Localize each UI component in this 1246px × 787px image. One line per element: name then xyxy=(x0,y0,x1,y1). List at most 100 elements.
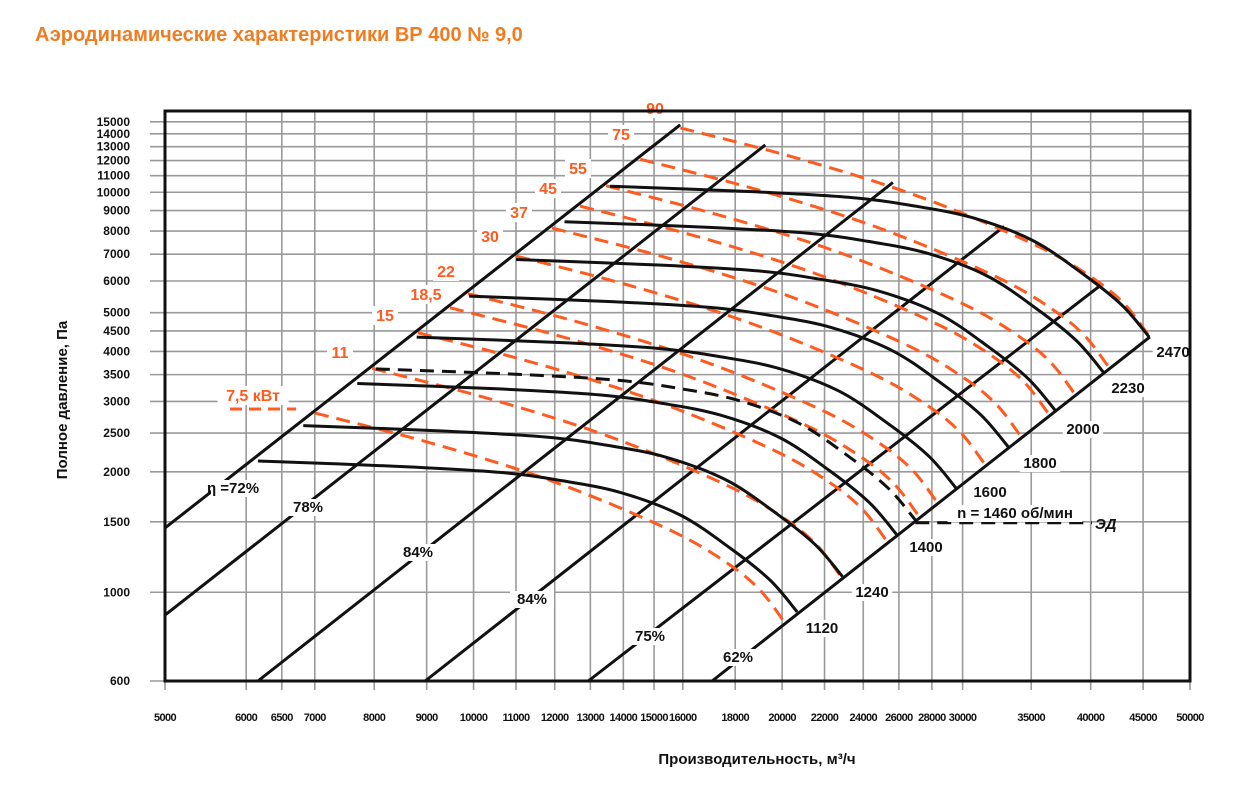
power-curve xyxy=(605,184,1076,394)
grid xyxy=(150,111,1191,690)
label-background xyxy=(510,591,554,608)
speed-curve xyxy=(257,459,799,613)
speed-label: n = 1460 об/мин xyxy=(957,505,1073,522)
label-background xyxy=(506,203,532,222)
label-background xyxy=(1019,455,1061,472)
y-tick-label: 3500 xyxy=(103,368,130,382)
x-tick-label: 16000 xyxy=(669,712,697,724)
power-label: 45 xyxy=(539,181,557,198)
label-background xyxy=(716,649,760,666)
y-tick-label: 4000 xyxy=(103,344,130,358)
x-tick-label: 15000 xyxy=(640,712,668,724)
x-axis-label: Производительность, м³/ч xyxy=(658,751,855,768)
label-background xyxy=(535,179,561,198)
power-label: 22 xyxy=(437,264,455,281)
label-background xyxy=(642,99,668,118)
x-tick-label: 35000 xyxy=(1017,712,1045,724)
x-tick-label: 8000 xyxy=(363,712,386,724)
speed-curve xyxy=(564,220,1105,374)
efficiency-line xyxy=(587,284,1101,683)
label-background xyxy=(433,262,459,281)
y-tick-label: 11000 xyxy=(97,169,130,183)
label-background xyxy=(565,159,591,178)
power-label: 15 xyxy=(376,308,394,325)
x-tick-label: 7000 xyxy=(304,712,327,724)
x-tick-label: 5000 xyxy=(154,712,177,724)
x-tick-label: 10000 xyxy=(460,712,488,724)
curve-labels: η =72%78%84%84%75%62%7,5 кВт111518,52230… xyxy=(207,99,1194,666)
speed-curve xyxy=(375,367,917,521)
y-tick-label: 4500 xyxy=(103,324,130,338)
efficiency-line xyxy=(257,181,894,683)
power-curve xyxy=(639,157,1110,368)
speed-label: 1800 xyxy=(1023,455,1056,472)
efficiency-line xyxy=(164,143,767,617)
label-background xyxy=(327,343,353,362)
power-label: 55 xyxy=(569,161,587,178)
speed-label: 1240 xyxy=(855,584,888,601)
efficiency-line xyxy=(711,335,1151,683)
power-label: 7,5 кВт xyxy=(226,388,280,405)
power-curve xyxy=(417,331,888,541)
y-tick-label: 8000 xyxy=(103,224,130,238)
power-label: 11 xyxy=(332,345,349,362)
power-curve xyxy=(679,126,1150,336)
power-label: 30 xyxy=(481,229,499,246)
y-tick-label: 10000 xyxy=(97,185,131,199)
y-tick-label: 1500 xyxy=(103,515,130,529)
label-background xyxy=(608,125,634,144)
label-background xyxy=(1062,421,1104,438)
speed-curve xyxy=(357,381,898,536)
speed-curve xyxy=(469,294,1010,449)
label-background xyxy=(905,539,947,556)
motor-label: ЭД xyxy=(1095,516,1117,533)
y-tick-label: 2500 xyxy=(103,426,130,440)
speed-label: 1600 xyxy=(973,484,1006,501)
label-background xyxy=(969,484,1011,501)
y-tick-label: 7000 xyxy=(103,247,130,261)
speed-curve xyxy=(609,184,1151,339)
x-tick-label: 12000 xyxy=(541,712,569,724)
power-curve xyxy=(467,292,938,502)
power-label: 37 xyxy=(510,205,528,222)
power-label: 18,5 xyxy=(410,287,441,304)
power-curve xyxy=(579,204,1050,415)
y-tick-label: 6000 xyxy=(103,274,130,288)
x-tick-label: 40000 xyxy=(1077,712,1105,724)
speed-label: 1400 xyxy=(909,539,942,556)
y-tick-label: 15000 xyxy=(97,115,131,129)
y-tick-label: 1000 xyxy=(103,585,130,599)
x-tick-label: 45000 xyxy=(1129,712,1157,724)
label-background xyxy=(851,584,893,601)
y-tick-label: 5000 xyxy=(103,306,130,320)
x-tick-label: 26000 xyxy=(885,712,913,724)
y-tick-label: 3000 xyxy=(103,394,130,408)
label-background xyxy=(396,544,440,561)
efficiency-label: η =72% xyxy=(207,480,259,497)
speed-curve xyxy=(515,258,1057,412)
efficiency-lines xyxy=(164,123,1151,683)
label-background xyxy=(477,227,503,246)
plot-frame xyxy=(163,109,1192,683)
power-curve xyxy=(551,226,1022,437)
y-tick-label: 9000 xyxy=(103,204,130,218)
efficiency-line xyxy=(424,225,1006,683)
x-tick-label: 50000 xyxy=(1176,712,1204,724)
efficiency-label: 75% xyxy=(635,628,665,645)
y-tick-label: 600 xyxy=(110,674,130,688)
efficiency-line xyxy=(164,123,682,530)
x-tick-label: 11000 xyxy=(502,712,529,724)
label-background xyxy=(628,628,672,645)
y-tick-label: 2000 xyxy=(103,465,130,479)
label-background xyxy=(286,499,330,516)
x-tick-label: 20000 xyxy=(768,712,796,724)
x-tick-label: 6500 xyxy=(271,712,294,724)
y-axis-label: Полное давление, Па xyxy=(54,320,71,479)
speed-curves xyxy=(257,184,1151,613)
x-tick-label: 24000 xyxy=(849,712,877,724)
y-tick-label: 13000 xyxy=(97,140,131,154)
label-background xyxy=(1152,344,1194,361)
power-curve xyxy=(515,254,986,465)
speed-label: 2230 xyxy=(1111,380,1144,397)
